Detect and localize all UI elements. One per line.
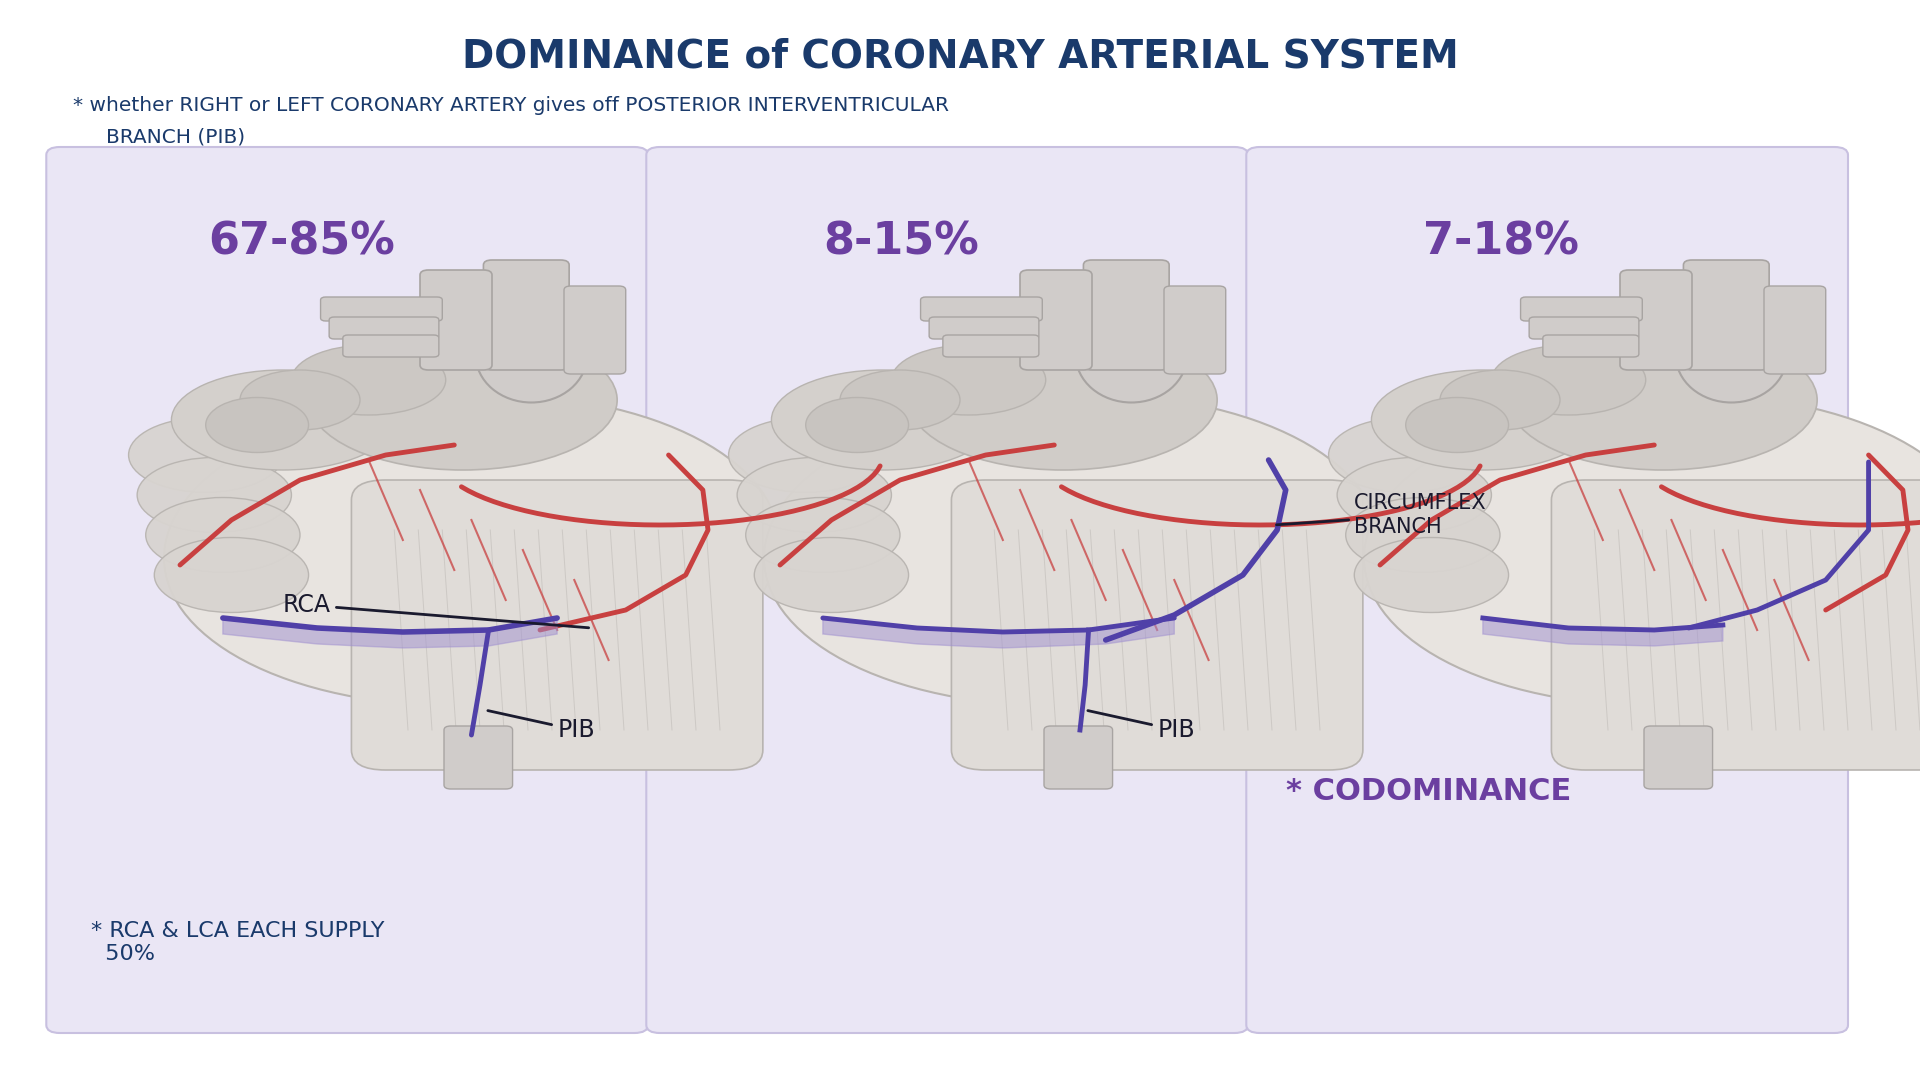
FancyBboxPatch shape <box>920 297 1043 321</box>
FancyBboxPatch shape <box>321 297 442 321</box>
FancyBboxPatch shape <box>1551 480 1920 770</box>
FancyBboxPatch shape <box>1528 318 1640 339</box>
FancyBboxPatch shape <box>564 286 626 374</box>
FancyBboxPatch shape <box>1684 260 1768 370</box>
FancyBboxPatch shape <box>929 318 1039 339</box>
FancyBboxPatch shape <box>1020 270 1092 370</box>
FancyBboxPatch shape <box>46 147 649 1032</box>
FancyBboxPatch shape <box>1083 260 1169 370</box>
Ellipse shape <box>841 370 960 430</box>
FancyBboxPatch shape <box>1044 726 1112 789</box>
FancyBboxPatch shape <box>1164 286 1225 374</box>
Ellipse shape <box>1676 308 1788 403</box>
Ellipse shape <box>737 458 891 532</box>
Ellipse shape <box>1371 370 1594 470</box>
FancyBboxPatch shape <box>1246 147 1847 1032</box>
FancyBboxPatch shape <box>1644 726 1713 789</box>
Polygon shape <box>824 618 1175 648</box>
Ellipse shape <box>1440 370 1559 430</box>
Ellipse shape <box>1492 345 1645 415</box>
Polygon shape <box>223 618 557 648</box>
Ellipse shape <box>1509 330 1816 470</box>
Text: PIB: PIB <box>488 711 595 742</box>
Text: PIB: PIB <box>1089 711 1194 742</box>
Text: 8-15%: 8-15% <box>824 220 979 264</box>
Ellipse shape <box>891 345 1046 415</box>
FancyBboxPatch shape <box>444 726 513 789</box>
Ellipse shape <box>1329 418 1482 492</box>
FancyBboxPatch shape <box>1764 286 1826 374</box>
Ellipse shape <box>171 370 394 470</box>
Ellipse shape <box>772 370 995 470</box>
FancyBboxPatch shape <box>351 480 762 770</box>
Ellipse shape <box>1354 538 1509 612</box>
Text: * CODOMINANCE: * CODOMINANCE <box>1286 777 1571 806</box>
Text: 67-85%: 67-85% <box>207 220 396 264</box>
Text: CIRCUMFLEX
BRANCH: CIRCUMFLEX BRANCH <box>1277 494 1486 537</box>
FancyBboxPatch shape <box>420 270 492 370</box>
FancyBboxPatch shape <box>647 147 1248 1032</box>
FancyBboxPatch shape <box>328 318 440 339</box>
FancyBboxPatch shape <box>943 335 1039 357</box>
Ellipse shape <box>205 397 309 453</box>
Ellipse shape <box>728 418 883 492</box>
Text: BRANCH (PIB): BRANCH (PIB) <box>106 127 244 147</box>
Text: * RCA & LCA EACH SUPPLY
  50%: * RCA & LCA EACH SUPPLY 50% <box>90 920 384 963</box>
Ellipse shape <box>1346 498 1500 572</box>
FancyBboxPatch shape <box>1544 335 1640 357</box>
FancyBboxPatch shape <box>952 480 1363 770</box>
Ellipse shape <box>745 498 900 572</box>
Ellipse shape <box>806 397 908 453</box>
FancyBboxPatch shape <box>1521 297 1642 321</box>
Polygon shape <box>1482 618 1722 646</box>
Ellipse shape <box>136 458 292 532</box>
Ellipse shape <box>908 330 1217 470</box>
Ellipse shape <box>755 538 908 612</box>
Ellipse shape <box>163 394 780 706</box>
Ellipse shape <box>1405 397 1509 453</box>
Ellipse shape <box>1363 394 1920 706</box>
Ellipse shape <box>1336 458 1492 532</box>
FancyBboxPatch shape <box>484 260 568 370</box>
Ellipse shape <box>292 345 445 415</box>
Ellipse shape <box>129 418 282 492</box>
Ellipse shape <box>240 370 361 430</box>
Text: RCA: RCA <box>282 593 589 627</box>
Text: DOMINANCE of CORONARY ARTERIAL SYSTEM: DOMINANCE of CORONARY ARTERIAL SYSTEM <box>461 37 1459 76</box>
Ellipse shape <box>154 538 309 612</box>
Ellipse shape <box>146 498 300 572</box>
Ellipse shape <box>309 330 616 470</box>
Ellipse shape <box>476 308 588 403</box>
Ellipse shape <box>764 394 1379 706</box>
Text: 7-18%: 7-18% <box>1423 220 1578 264</box>
Ellipse shape <box>1075 308 1187 403</box>
Text: * whether RIGHT or LEFT CORONARY ARTERY gives off POSTERIOR INTERVENTRICULAR: * whether RIGHT or LEFT CORONARY ARTERY … <box>73 96 948 116</box>
FancyBboxPatch shape <box>344 335 440 357</box>
FancyBboxPatch shape <box>1620 270 1692 370</box>
